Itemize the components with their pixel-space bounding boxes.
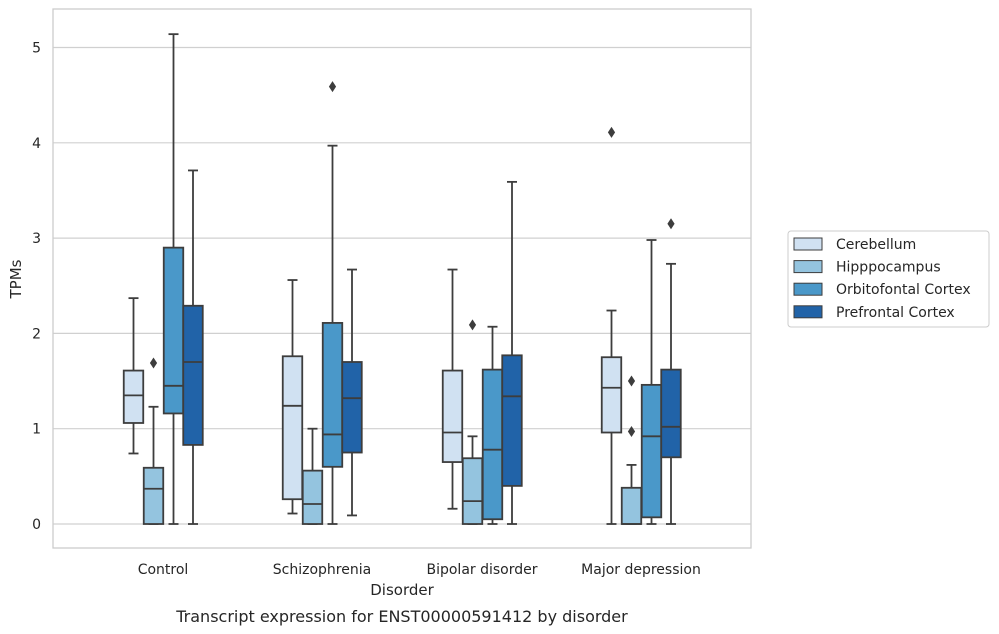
box-iqr (660, 368, 682, 459)
box-plot-marks (122, 33, 682, 525)
outlier-point (607, 126, 616, 138)
legend-label: Hipppocampus (836, 260, 941, 276)
box-iqr (301, 469, 324, 525)
box-hipppocampus (620, 375, 643, 525)
box-orbitofontal-cortex (162, 33, 185, 525)
y-tick-label: 3 (32, 231, 41, 247)
box-iqr (142, 466, 165, 525)
box-iqr (341, 361, 363, 454)
box-cerebellum (441, 268, 464, 510)
y-axis-ticks: 0 1 2 3 4 5 (32, 41, 41, 534)
outlier-point (667, 218, 675, 230)
box-iqr (441, 369, 464, 463)
legend-label: Prefrontal Cortex (836, 305, 955, 321)
y-tick-label: 4 (32, 136, 41, 152)
legend-frame (787, 230, 990, 328)
x-tick-label: Schizophrenia (273, 562, 371, 578)
outlier-point (627, 375, 636, 387)
box-orbitofontal-cortex (640, 239, 663, 525)
legend: Cerebellum Hipppocampus Orbitofontal Corte… (787, 230, 990, 328)
box-hipppocampus (142, 357, 165, 525)
legend-swatch (793, 260, 823, 274)
x-axis-title: Disorder (370, 581, 434, 599)
box-orbitofontal-cortex (321, 81, 344, 525)
y-tick-label: 2 (32, 326, 41, 342)
y-tick-label: 5 (32, 41, 41, 57)
outlier-point (627, 426, 636, 438)
y-tick-label: 0 (32, 517, 41, 533)
y-tick-label: 1 (32, 422, 41, 438)
box-iqr (600, 356, 623, 434)
box-orbitofontal-cortex (481, 325, 504, 525)
box-prefrontal-cortex (341, 268, 363, 517)
x-tick-label: Control (138, 562, 189, 578)
box-iqr (122, 369, 145, 424)
x-tick-label: Major depression (581, 562, 701, 578)
x-axis-ticks: Control Schizophrenia Bipolar disorder Majo… (138, 562, 701, 578)
box-iqr (321, 322, 344, 468)
plot-frame (52, 8, 752, 549)
box-iqr (501, 354, 523, 487)
box-iqr (620, 486, 643, 525)
box-prefrontal-cortex (182, 169, 204, 525)
legend-label: Orbitofontal Cortex (836, 282, 971, 298)
box-prefrontal-cortex (660, 218, 682, 525)
box-iqr (281, 355, 304, 501)
y-axis-title: TPMs (7, 259, 25, 299)
box-hipppocampus (461, 319, 484, 525)
box-cerebellum (281, 279, 304, 515)
outlier-point (468, 319, 477, 331)
box-cerebellum (600, 126, 623, 525)
outlier-point (149, 357, 158, 369)
chart-title: Transcript expression for ENST0000059141… (175, 607, 628, 626)
legend-swatch (793, 282, 823, 296)
box-prefrontal-cortex (501, 180, 523, 525)
box-iqr (640, 383, 663, 519)
legend-swatch (793, 305, 823, 319)
legend-label: Cerebellum (836, 237, 916, 253)
box-iqr (182, 304, 204, 446)
box-hipppocampus (301, 427, 324, 525)
outlier-point (328, 81, 337, 93)
box-iqr (461, 457, 484, 525)
box-iqr (481, 368, 504, 521)
box-iqr (162, 246, 185, 415)
legend-swatch (793, 237, 823, 251)
box-cerebellum (122, 297, 145, 455)
x-tick-label: Bipolar disorder (426, 562, 537, 578)
